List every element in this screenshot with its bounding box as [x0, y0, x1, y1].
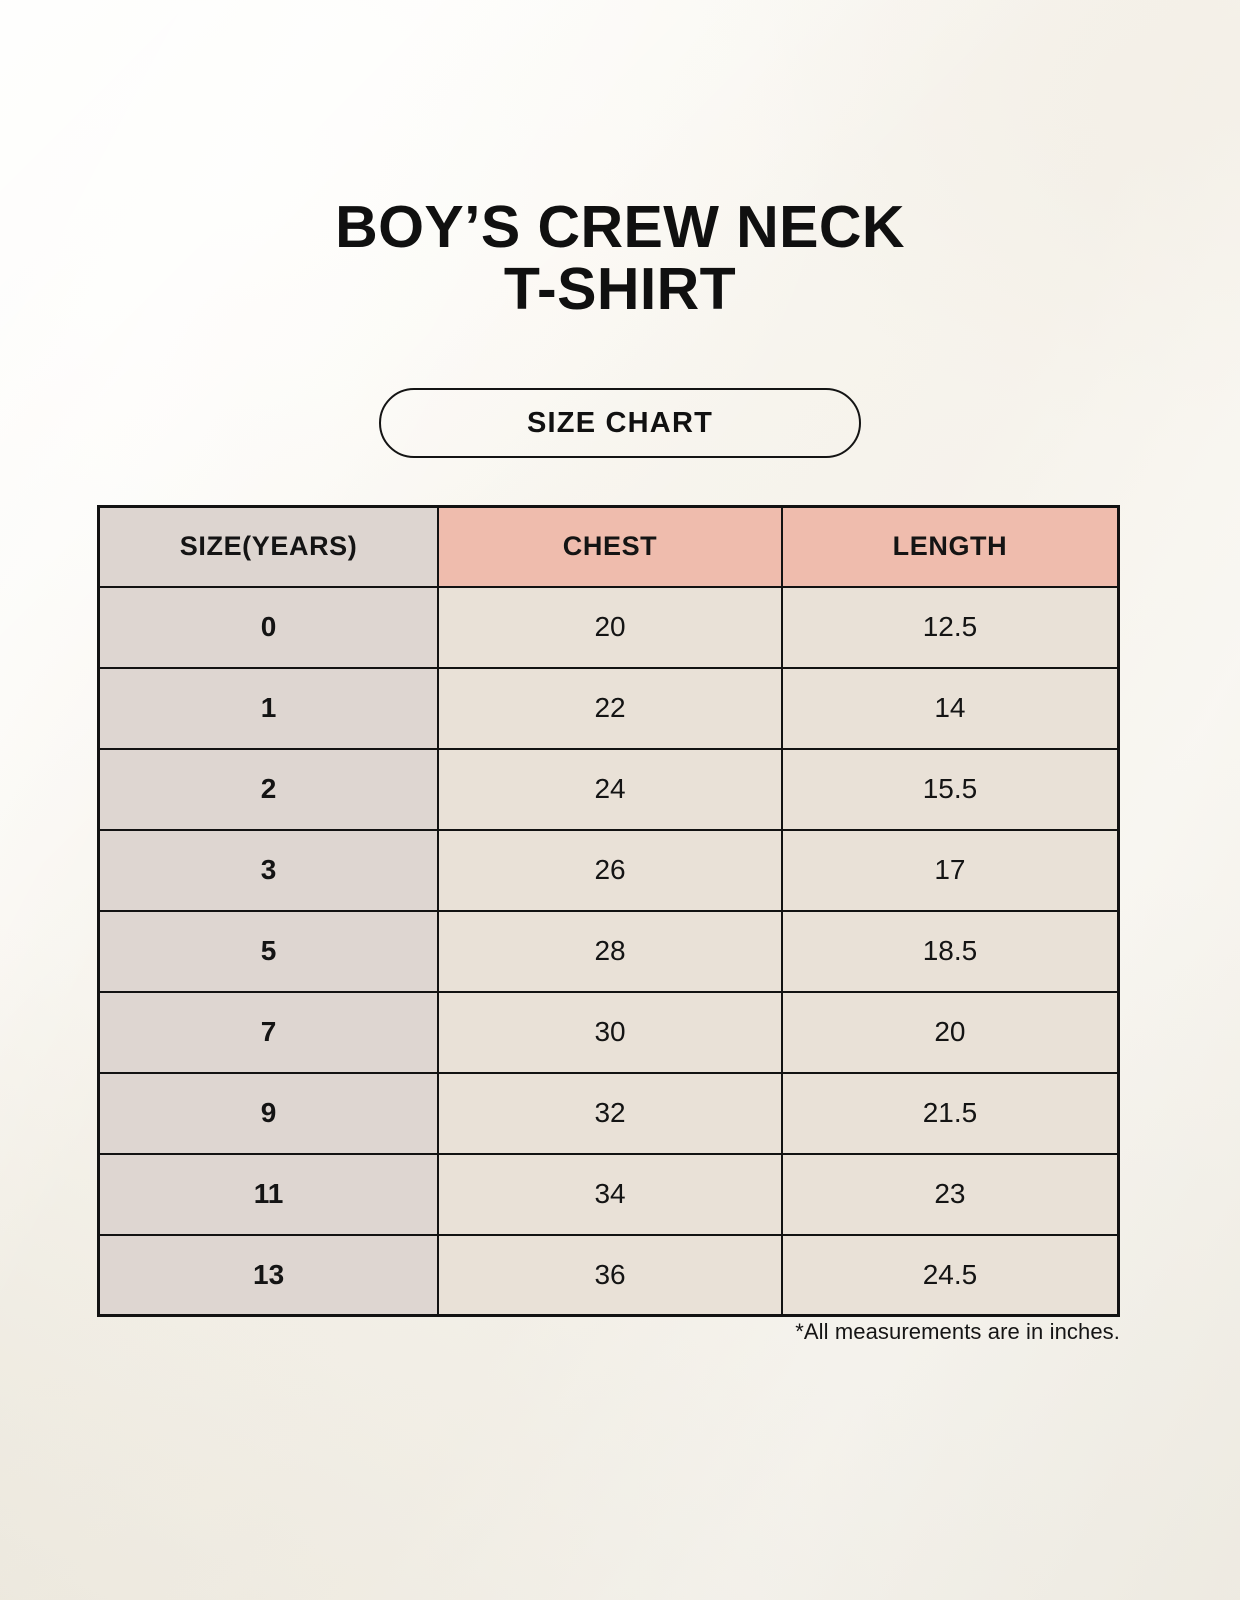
- cell-chest: 32: [437, 1071, 783, 1155]
- size-table-body: 0 20 12.5 1 22 14 2 24 15.5 3 26 17 5 28 18.5 7 30 20 9 32 2…: [97, 585, 1120, 1317]
- table-row: 7 30 20: [97, 990, 1120, 1074]
- size-chart-badge-label: SIZE CHART: [527, 406, 713, 439]
- size-chart-badge-wrapper: SIZE CHART: [0, 388, 1240, 458]
- cell-length: 12.5: [780, 585, 1120, 669]
- table-header-row: SIZE(YEARS) CHEST LENGTH: [97, 505, 1120, 588]
- cell-size: 2: [97, 747, 440, 831]
- cell-chest: 36: [437, 1233, 783, 1317]
- size-chart-badge: SIZE CHART: [379, 388, 861, 458]
- page-title: BOY’S CREW NECK T-SHIRT: [0, 196, 1240, 320]
- column-header-length: LENGTH: [780, 505, 1120, 588]
- cell-chest: 28: [437, 909, 783, 993]
- cell-length: 23: [780, 1152, 1120, 1236]
- cell-size: 13: [97, 1233, 440, 1317]
- table-row: 2 24 15.5: [97, 747, 1120, 831]
- cell-chest: 30: [437, 990, 783, 1074]
- cell-size: 7: [97, 990, 440, 1074]
- size-table-head: SIZE(YEARS) CHEST LENGTH: [97, 505, 1120, 588]
- cell-length: 15.5: [780, 747, 1120, 831]
- size-table-wrapper: SIZE(YEARS) CHEST LENGTH 0 20 12.5 1 22 14 2 24…: [97, 505, 1120, 1317]
- size-table: SIZE(YEARS) CHEST LENGTH 0 20 12.5 1 22 14 2 24…: [97, 505, 1120, 1317]
- cell-chest: 34: [437, 1152, 783, 1236]
- table-row: 1 22 14: [97, 666, 1120, 750]
- cell-length: 21.5: [780, 1071, 1120, 1155]
- page-title-line-1: BOY’S CREW NECK: [335, 194, 905, 260]
- cell-length: 20: [780, 990, 1120, 1074]
- cell-chest: 24: [437, 747, 783, 831]
- column-header-chest: CHEST: [437, 505, 783, 588]
- cell-size: 0: [97, 585, 440, 669]
- table-row: 0 20 12.5: [97, 585, 1120, 669]
- cell-length: 14: [780, 666, 1120, 750]
- cell-size: 3: [97, 828, 440, 912]
- cell-size: 9: [97, 1071, 440, 1155]
- cell-length: 24.5: [780, 1233, 1120, 1317]
- cell-size: 11: [97, 1152, 440, 1236]
- page-title-line-2: T-SHIRT: [503, 256, 737, 322]
- cell-chest: 22: [437, 666, 783, 750]
- table-row: 9 32 21.5: [97, 1071, 1120, 1155]
- cell-chest: 20: [437, 585, 783, 669]
- table-row: 5 28 18.5: [97, 909, 1120, 993]
- column-header-size: SIZE(YEARS): [97, 505, 440, 588]
- cell-size: 5: [97, 909, 440, 993]
- table-row: 3 26 17: [97, 828, 1120, 912]
- cell-length: 17: [780, 828, 1120, 912]
- cell-length: 18.5: [780, 909, 1120, 993]
- cell-chest: 26: [437, 828, 783, 912]
- table-row: 11 34 23: [97, 1152, 1120, 1236]
- measurements-footnote: *All measurements are in inches.: [795, 1319, 1120, 1344]
- table-row: 13 36 24.5: [97, 1233, 1120, 1317]
- cell-size: 1: [97, 666, 440, 750]
